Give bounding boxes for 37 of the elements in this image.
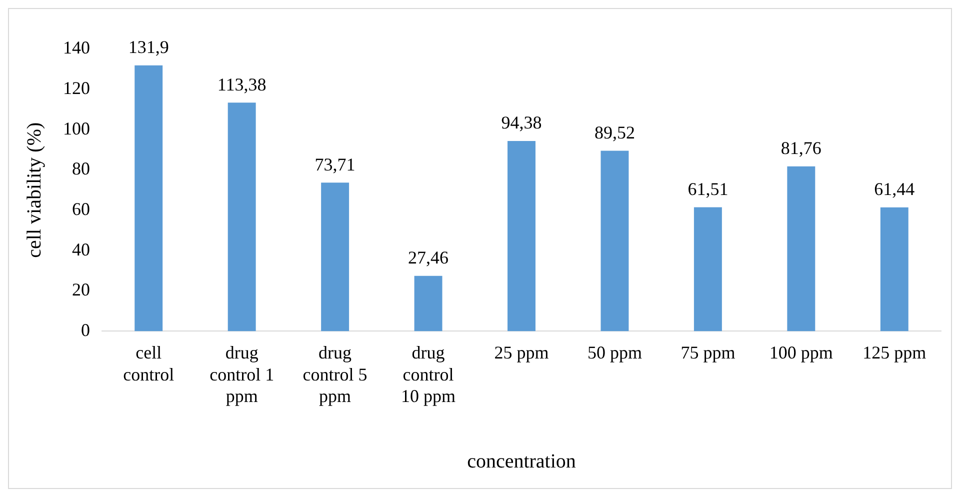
y-tick-label: 140 bbox=[63, 38, 90, 58]
data-label: 94,38 bbox=[501, 112, 542, 133]
bar bbox=[508, 140, 536, 332]
bar bbox=[414, 276, 442, 332]
data-label: 81,76 bbox=[780, 138, 822, 158]
x-tick-label: drug control 10 ppm bbox=[401, 342, 456, 406]
bar bbox=[787, 166, 816, 332]
x-tick-label: 100 ppm bbox=[769, 342, 833, 363]
y-tick-label: 60 bbox=[72, 198, 90, 219]
data-label: 73,71 bbox=[314, 154, 356, 174]
y-tick-label: 80 bbox=[72, 158, 90, 179]
x-tick-label: 125 ppm bbox=[862, 342, 926, 363]
y-tick-label: 100 bbox=[63, 118, 90, 138]
y-tick-label: 40 bbox=[72, 239, 90, 260]
data-label: 131,9 bbox=[128, 37, 169, 58]
data-label: 89,52 bbox=[594, 122, 635, 142]
bar bbox=[321, 182, 350, 332]
x-tick-label: 50 ppm bbox=[587, 342, 642, 363]
x-axis-title: concentration bbox=[467, 450, 576, 472]
x-tick-label: cell control bbox=[123, 342, 174, 384]
data-label: 113,38 bbox=[217, 74, 266, 94]
y-tick-label: 20 bbox=[72, 280, 90, 300]
x-tick-label: 25 ppm bbox=[494, 342, 549, 363]
y-tick-label: 120 bbox=[63, 78, 90, 98]
bar bbox=[228, 102, 256, 332]
data-label: 61,51 bbox=[688, 178, 728, 199]
x-tick-label: drug control 1 ppm bbox=[210, 342, 274, 406]
x-tick-label: 75 ppm bbox=[680, 342, 736, 363]
data-label: 27,46 bbox=[408, 248, 449, 268]
x-tick-label: drug control 5 ppm bbox=[302, 342, 368, 406]
bar bbox=[600, 150, 629, 332]
bar bbox=[694, 207, 722, 332]
y-tick-label: 0 bbox=[81, 320, 90, 340]
bar bbox=[134, 65, 163, 332]
data-label: 61,44 bbox=[874, 179, 915, 200]
bar bbox=[880, 207, 908, 332]
y-axis-title: cell viability (%) bbox=[23, 122, 46, 258]
